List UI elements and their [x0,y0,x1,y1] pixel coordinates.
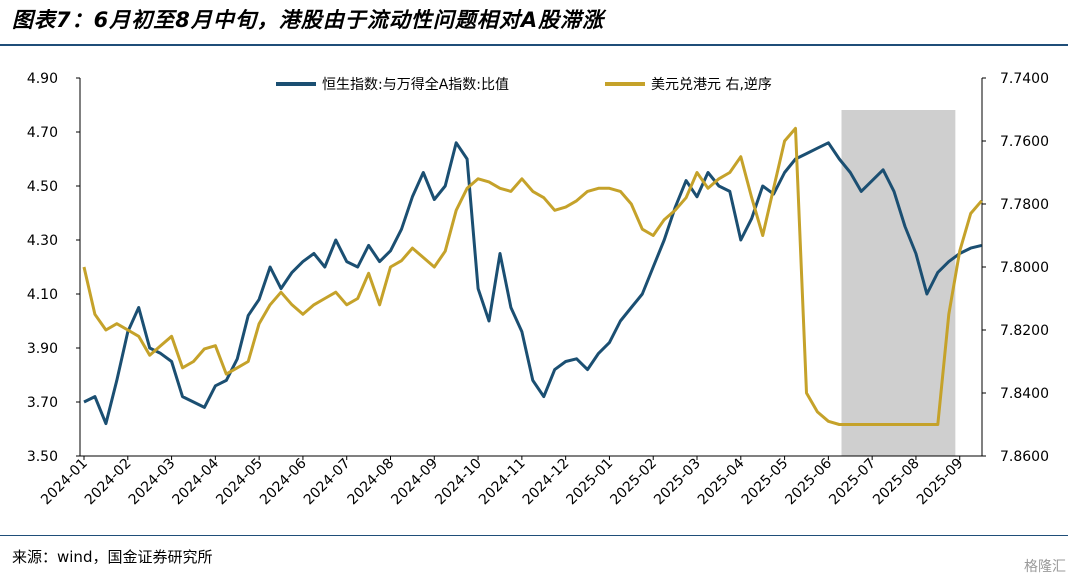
left-tick-label: 4.30 [27,233,58,249]
footer-rule [0,535,1068,536]
right-tick-label: 7.8600 [1000,449,1049,465]
x-tick-label: 2024-02 [82,456,135,509]
right-tick-label: 7.7800 [1000,197,1049,213]
left-tick-label: 3.90 [27,341,58,357]
x-tick-label: 2024-12 [520,456,573,509]
series-line-2 [82,126,983,426]
x-tick-label: 2025-06 [783,455,836,508]
right-tick-label: 7.7400 [1000,71,1049,87]
series-line-1 [83,141,982,426]
left-tick-label: 4.90 [27,71,58,87]
x-tick-label: 2025-04 [695,455,748,508]
x-tick-label: 2024-03 [126,456,179,509]
x-tick-label: 2025-03 [651,456,704,509]
chart-area: 3.50 3.70 3.90 4.10 4.30 4.50 4.70 4.90 7.8600 7.… [27,71,1049,509]
highlight-band [841,110,956,456]
left-tick-label: 3.50 [27,449,58,465]
x-tick-label: 2024-11 [476,456,529,509]
x-tick-label: 2024-05 [213,456,266,509]
chart-title: 图表7：6月初至8月中旬，港股由于流动性问题相对A股滞涨 [12,8,605,32]
right-tick-label: 7.8000 [1000,260,1049,276]
x-tick-label: 2024-07 [301,456,354,509]
legend-label-1: 恒生指数:与万得全A指数:比值 [322,76,509,93]
right-tick-label: 7.8200 [1000,323,1049,339]
x-tick-label: 2025-09 [914,456,967,509]
x-tick-label: 2024-09 [388,456,441,509]
x-tick-label: 2025-05 [739,456,792,509]
header-rule [0,44,1068,46]
x-tick-label: 2025-07 [826,456,879,509]
x-tick-label: 2025-02 [607,456,660,509]
x-tick-label: 2024-10 [432,456,485,509]
left-tick-label: 4.10 [27,287,58,303]
watermark-logo: 格隆汇 [1024,559,1066,575]
x-tick-label: 2024-08 [345,456,398,509]
left-tick-label: 4.50 [27,179,58,195]
right-tick-label: 7.7600 [1000,134,1049,150]
x-tick-label: 2024-04 [170,455,223,508]
source-note: 来源：wind，国金证券研究所 [12,548,213,566]
x-tick-label: 2024-06 [257,455,310,508]
x-tick-label: 2025-01 [564,456,617,509]
left-tick-label: 4.70 [27,125,58,141]
left-tick-label: 3.70 [27,395,58,411]
x-tick-label: 2025-08 [870,456,923,509]
right-tick-label: 7.8400 [1000,386,1049,402]
legend-label-2: 美元兑港元 右,逆序 [651,77,772,93]
